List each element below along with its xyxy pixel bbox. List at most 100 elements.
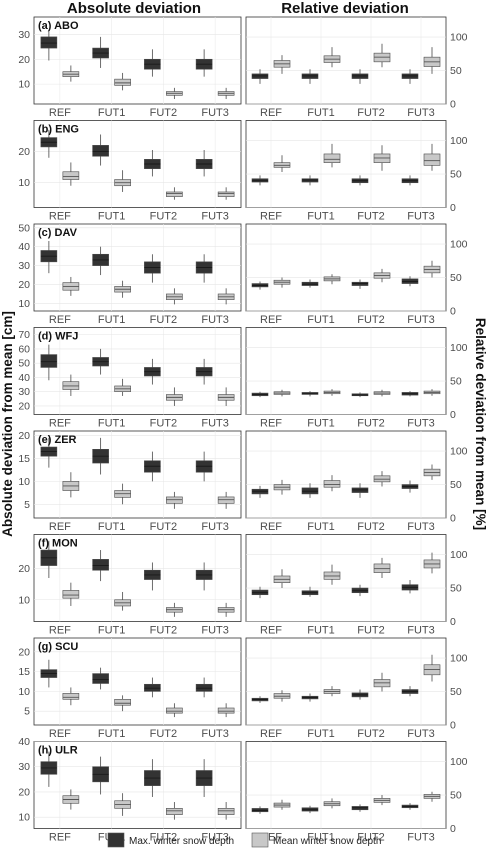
x-tick-label-rel-5-3: FUT3: [407, 625, 435, 637]
x-tick-label-abs-0-1: FUT1: [98, 107, 126, 119]
x-tick-label-rel-3-0: REF: [260, 418, 282, 430]
box-abs-1-2-1-body: [166, 191, 183, 197]
y-tick-label-rel-4-1: 50: [450, 479, 462, 491]
legend-label-mean: Mean winter snow depth: [273, 836, 381, 847]
x-tick-label-rel-1-2: FUT2: [357, 211, 385, 223]
panel-frame-rel-2: [245, 223, 447, 312]
x-tick-label-rel-6-2: FUT2: [357, 728, 385, 740]
x-tick-label-abs-4-0: REF: [49, 521, 71, 533]
y-tick-label-abs-2-0: 10: [18, 298, 30, 310]
x-tick-label-rel-1-1: FUT1: [307, 211, 335, 223]
y-tick-label-rel-5-0: 0: [450, 616, 456, 628]
box-abs-4-2-1-body: [166, 496, 183, 504]
y-tick-label-abs-6-0: 5: [24, 706, 30, 718]
panel-3: 20 30 40 50 60 70 0 50 100 (d) WFJ REF FUT1 FUT2 FUT3…: [18, 327, 468, 430]
y-tick-label-abs-7-0: 10: [18, 812, 30, 824]
y-tick-label-abs-4-0: 5: [24, 499, 30, 511]
box-abs-3-0-0-body: [40, 354, 58, 368]
panel-label-0: (a) ABO: [38, 20, 79, 32]
x-tick-label-rel-6-1: FUT1: [307, 728, 335, 740]
x-tick-label-abs-0-2: FUT2: [150, 107, 178, 119]
x-tick-label-rel-4-0: REF: [260, 521, 282, 533]
col-title-relative: Relative deviation: [281, 0, 409, 17]
y-tick-label-abs-1-1: 20: [18, 146, 30, 158]
y-tick-label-abs-3-0: 20: [18, 400, 30, 412]
y-tick-label-abs-6-2: 15: [18, 666, 30, 678]
x-tick-label-rel-2-0: REF: [260, 314, 282, 326]
panel-6: 5 10 15 20 0 50 100 (g) SCU REF FUT1 FUT2 FUT3 REF FU…: [18, 637, 468, 740]
box-abs-4-3-1-body: [217, 496, 235, 504]
panel-frame-abs-4: [33, 430, 242, 519]
y-tick-label-abs-5-0: 10: [18, 594, 30, 606]
x-tick-label-abs-3-3: FUT3: [201, 418, 229, 430]
panel-5: 10 20 0 50 100 (f) MON REF FUT1 FUT2 FUT3 REF FUT1 F…: [18, 534, 468, 637]
y-tick-label-abs-6-1: 10: [18, 686, 30, 698]
x-tick-label-abs-3-1: FUT1: [98, 418, 126, 430]
y-tick-label-abs-3-5: 70: [18, 329, 30, 341]
y-tick-label-abs-3-4: 60: [18, 343, 30, 355]
box-abs-7-2-1-body: [166, 808, 183, 815]
x-tick-label-abs-3-0: REF: [49, 418, 71, 430]
panel-label-5: (f) MON: [38, 538, 78, 550]
y-tick-label-rel-5-2: 100: [450, 549, 468, 561]
y-tick-label-rel-0-0: 0: [450, 99, 456, 111]
panel-label-7: (h) ULR: [38, 745, 78, 757]
y-tick-label-abs-4-2: 15: [18, 453, 30, 465]
x-tick-label-rel-1-0: REF: [260, 211, 282, 223]
y-tick-label-abs-2-2: 30: [18, 260, 30, 272]
x-tick-label-abs-4-3: FUT3: [201, 521, 229, 533]
box-abs-6-1-0-body: [92, 673, 109, 684]
y-tick-label-abs-0-0: 10: [18, 79, 30, 91]
y-tick-label-abs-2-3: 40: [18, 241, 30, 253]
legend-label-max: Max. winter snow depth: [129, 836, 234, 847]
box-abs-0-0-0-body: [40, 36, 58, 49]
y-tick-label-abs-0-2: 30: [18, 29, 30, 41]
panel-label-1: (b) ENG: [38, 124, 79, 136]
y-tick-label-rel-4-0: 0: [450, 513, 456, 525]
x-tick-label-abs-3-2: FUT2: [150, 418, 178, 430]
box-abs-6-1-1-body: [114, 698, 131, 706]
panel-frame-abs-6: [33, 637, 242, 726]
panel-label-4: (e) ZER: [38, 434, 77, 446]
x-tick-label-rel-7-2: FUT2: [357, 832, 385, 844]
panel-label-2: (c) DAV: [38, 227, 78, 239]
x-tick-label-rel-2-1: FUT1: [307, 314, 335, 326]
x-tick-label-rel-3-1: FUT1: [307, 418, 335, 430]
y-tick-label-rel-6-0: 0: [450, 720, 456, 732]
x-tick-label-abs-6-3: FUT3: [201, 728, 229, 740]
y-tick-label-abs-7-1: 20: [18, 786, 30, 798]
x-tick-label-abs-5-1: FUT1: [98, 625, 126, 637]
x-tick-label-abs-7-2: FUT2: [150, 832, 178, 844]
y-tick-label-rel-7-0: 0: [450, 823, 456, 835]
x-tick-label-rel-0-1: FUT1: [307, 107, 335, 119]
x-tick-label-rel-2-3: FUT3: [407, 314, 435, 326]
y-tick-label-rel-1-0: 0: [450, 202, 456, 214]
legend: Max. winter snow depth Mean winter snow …: [107, 832, 381, 848]
y-tick-label-abs-4-1: 10: [18, 476, 30, 488]
x-tick-label-rel-0-0: REF: [260, 107, 282, 119]
x-tick-label-rel-4-3: FUT3: [407, 521, 435, 533]
x-tick-label-abs-1-0: REF: [49, 211, 71, 223]
panel-2: 10 20 30 40 50 0 50 100 (c) DAV REF FUT1 FUT2 FUT3 RE…: [18, 222, 467, 326]
legend-key-mean: [251, 832, 269, 848]
y-tick-label-abs-3-3: 50: [18, 358, 30, 370]
panel-label-3: (d) WFJ: [38, 331, 78, 343]
x-tick-label-abs-7-3: FUT3: [201, 832, 229, 844]
x-tick-label-abs-2-1: FUT1: [98, 314, 126, 326]
x-tick-label-rel-3-3: FUT3: [407, 418, 435, 430]
box-abs-5-1-0-body: [92, 559, 109, 571]
y-tick-label-rel-2-1: 50: [450, 272, 462, 284]
x-tick-label-abs-1-2: FUT2: [150, 211, 178, 223]
legend-key-max: [107, 832, 125, 848]
y-tick-label-rel-2-2: 100: [450, 239, 468, 251]
y-tick-label-rel-3-0: 0: [450, 409, 456, 421]
x-tick-label-abs-2-3: FUT3: [201, 314, 229, 326]
y-tick-label-rel-3-2: 100: [450, 342, 468, 354]
box-rel-1-1-1-body: [323, 153, 341, 163]
box-abs-1-0-1-body: [62, 171, 80, 180]
box-abs-6-3-1-body: [217, 707, 235, 714]
box-abs-1-3-1-body: [217, 191, 235, 197]
y-tick-label-abs-1-0: 10: [18, 177, 30, 189]
